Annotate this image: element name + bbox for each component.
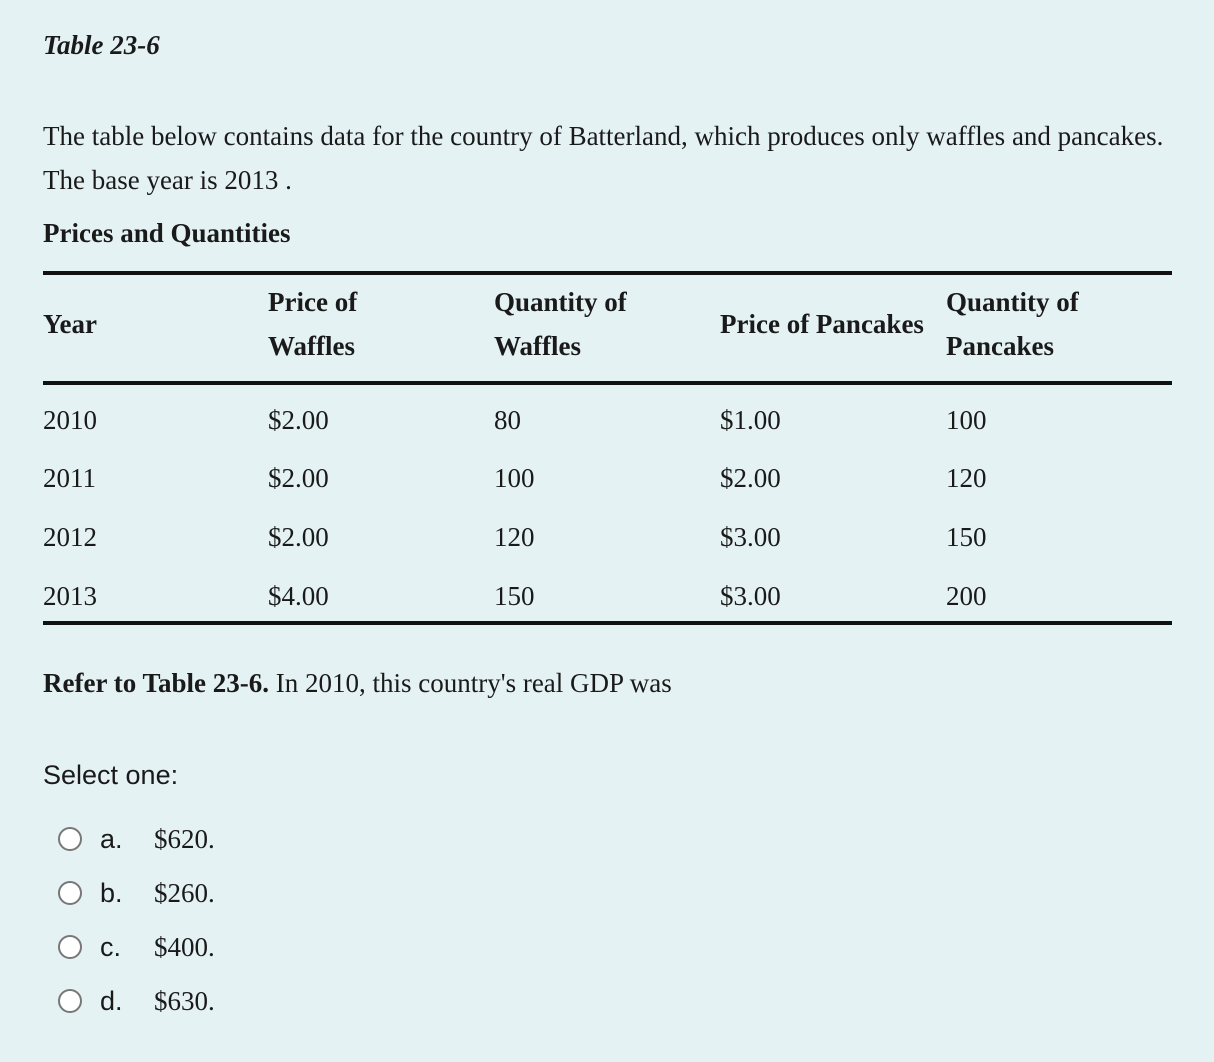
cell-price-pancakes: $3.00 — [720, 581, 781, 611]
cell-quantity-pancakes: 100 — [946, 405, 987, 435]
option-text: $630. — [154, 985, 215, 1016]
option-text: $400. — [154, 931, 215, 962]
cell-price-waffles: $2.00 — [268, 405, 329, 435]
cell-year: 2010 — [43, 405, 97, 435]
cell-price-waffles: $2.00 — [268, 463, 329, 493]
option-letter: c. — [100, 931, 122, 962]
option-b[interactable]: b. $260. — [58, 866, 215, 920]
option-letter: b. — [100, 877, 123, 908]
cell-year: 2011 — [43, 463, 96, 493]
option-text: $620. — [154, 823, 215, 854]
header-year: Year — [43, 309, 97, 339]
question-body: In 2010, this country's real GDP was — [268, 668, 672, 698]
radio-button-a[interactable] — [58, 827, 82, 851]
header-quantity-pancakes-line1: Quantity of — [946, 287, 1079, 317]
cell-year: 2013 — [43, 581, 97, 611]
header-quantity-waffles: Quantity of Waffles — [494, 280, 627, 368]
question-reference: Refer to Table 23-6. — [43, 668, 269, 698]
radio-button-c[interactable] — [58, 935, 82, 959]
header-quantity-pancakes: Quantity of Pancakes — [946, 280, 1079, 368]
table-caption: Prices and Quantities — [43, 218, 291, 248]
table-header: Year Price of Waffles Quantity of Waffle… — [43, 275, 1172, 385]
header-price-waffles-line2: Waffles — [268, 331, 355, 361]
table-row: 2013 $4.00 150 $3.00 200 — [43, 576, 1172, 616]
cell-year: 2012 — [43, 522, 97, 552]
option-letter: d. — [100, 985, 123, 1016]
header-price-waffles: Price of Waffles — [268, 280, 357, 368]
table-row: 2012 $2.00 120 $3.00 150 — [43, 517, 1172, 557]
option-d[interactable]: d. $630. — [58, 974, 215, 1028]
answer-options: a. $620. b. $260. c. $400. d. $630. — [58, 812, 215, 1028]
cell-quantity-waffles: 80 — [494, 405, 521, 435]
cell-price-pancakes: $1.00 — [720, 405, 781, 435]
header-price-waffles-line1: Price of — [268, 287, 358, 317]
cell-quantity-waffles: 120 — [494, 522, 535, 552]
cell-price-waffles: $4.00 — [268, 581, 329, 611]
table-row: 2010 $2.00 80 $1.00 100 — [43, 400, 1172, 440]
header-quantity-pancakes-line2: Pancakes — [946, 331, 1054, 361]
option-c[interactable]: c. $400. — [58, 920, 215, 974]
header-quantity-waffles-line2: Waffles — [494, 331, 581, 361]
select-one-label: Select one: — [43, 760, 179, 790]
cell-quantity-pancakes: 150 — [946, 522, 987, 552]
table-row: 2011 $2.00 100 $2.00 120 — [43, 458, 1172, 498]
header-price-pancakes: Price of Pancakes — [720, 309, 924, 339]
header-quantity-waffles-line1: Quantity of — [494, 287, 627, 317]
table-body: 2010 $2.00 80 $1.00 100 2011 $2.00 100 $… — [43, 385, 1172, 621]
cell-quantity-waffles: 100 — [494, 463, 535, 493]
cell-price-pancakes: $3.00 — [720, 522, 781, 552]
radio-button-d[interactable] — [58, 989, 82, 1013]
intro-text: The table below contains data for the co… — [43, 121, 1164, 195]
option-a[interactable]: a. $620. — [58, 812, 215, 866]
radio-button-b[interactable] — [58, 881, 82, 905]
cell-quantity-pancakes: 200 — [946, 581, 987, 611]
cell-price-pancakes: $2.00 — [720, 463, 781, 493]
prices-quantities-table: Year Price of Waffles Quantity of Waffle… — [43, 271, 1172, 625]
cell-quantity-waffles: 150 — [494, 581, 535, 611]
option-letter: a. — [100, 823, 123, 854]
question-text: Refer to Table 23-6. In 2010, this count… — [43, 668, 672, 699]
cell-price-waffles: $2.00 — [268, 522, 329, 552]
option-text: $260. — [154, 877, 215, 908]
cell-quantity-pancakes: 120 — [946, 463, 987, 493]
table-title: Table 23-6 — [43, 30, 160, 60]
